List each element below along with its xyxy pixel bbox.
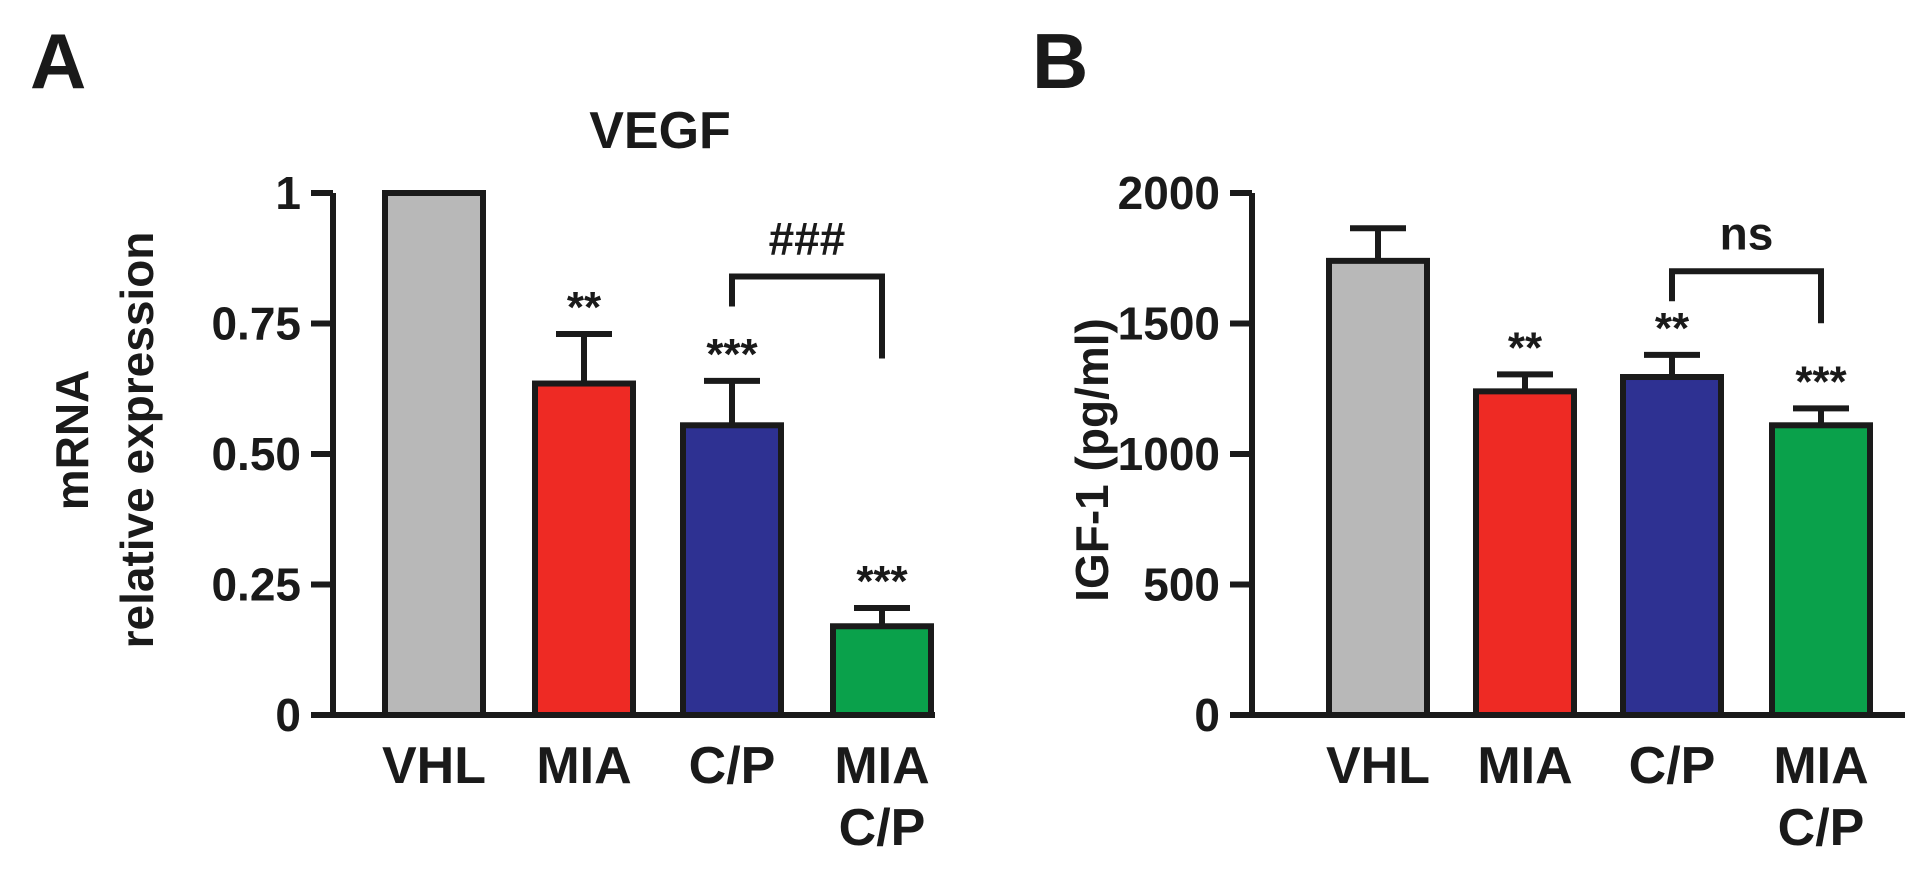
panel-a-y-tick-label: 1 bbox=[275, 167, 301, 219]
panel-b-y-tick-label: 0 bbox=[1194, 689, 1220, 741]
panel-b-ylabel: IGF-1 (pg/ml) bbox=[1066, 318, 1118, 602]
panel-a-letter: A bbox=[30, 17, 86, 105]
panel-a-y-tick-label: 0 bbox=[275, 689, 301, 741]
panel-b-bar-3 bbox=[1620, 374, 1724, 718]
panel-a-y-tick-label: 0.75 bbox=[211, 298, 301, 350]
panel-a-category-label: C/P bbox=[689, 737, 776, 795]
panel-a-ylabel-line2: relative expression bbox=[111, 232, 163, 649]
panel-b-category-label-line2: C/P bbox=[1778, 799, 1865, 857]
panel-b-category-label: VHL bbox=[1326, 737, 1430, 795]
panel-a-category-label: MIA bbox=[834, 737, 929, 795]
panel-b-significance-label: *** bbox=[1795, 357, 1847, 406]
panel-a-ylabel-line1: mRNA bbox=[46, 370, 98, 511]
panel-b-y-tick-label: 1500 bbox=[1118, 298, 1220, 350]
panel-a-title: VEGF bbox=[589, 102, 731, 160]
panel-a-bar-2 bbox=[532, 380, 636, 718]
panel-b-bar-1 bbox=[1326, 257, 1430, 718]
panel-b-letter: B bbox=[1032, 17, 1088, 105]
panel-b-y-tick-label: 2000 bbox=[1118, 167, 1220, 219]
panel-b-significance-label: ** bbox=[1508, 323, 1543, 372]
panel-b-significance-label: ** bbox=[1655, 304, 1690, 353]
panel-a-category-label: VHL bbox=[382, 737, 486, 795]
panel-a-bar-3 bbox=[680, 422, 784, 718]
panel-b-igf1-chart: B IGF-1 (pg/ml) 0 500 1000 1500 2000 VHL ** MIA… bbox=[1032, 17, 1905, 857]
panel-b-category-label: MIA bbox=[1477, 737, 1572, 795]
panel-b-bar-2 bbox=[1473, 388, 1577, 718]
panel-a-comparison-bracket bbox=[729, 273, 885, 359]
panel-b-category-label: MIA bbox=[1773, 737, 1868, 795]
panel-a-category-label-line2: C/P bbox=[839, 799, 926, 857]
panel-a-y-tick-label: 0.25 bbox=[211, 559, 301, 611]
panel-b-y-tick-label: 1000 bbox=[1118, 428, 1220, 480]
panel-b-category-label: C/P bbox=[1629, 737, 1716, 795]
panel-a-comparison-label: ### bbox=[769, 213, 846, 265]
panel-a-bar-1 bbox=[382, 190, 486, 718]
panel-a-significance-label: *** bbox=[706, 330, 758, 379]
panel-a-significance-label: ** bbox=[567, 283, 602, 332]
panel-a-significance-label: *** bbox=[856, 557, 908, 606]
panel-b-comparison-label: ns bbox=[1720, 207, 1774, 259]
panel-a-bar-4 bbox=[830, 623, 934, 719]
panel-b-comparison-bracket bbox=[1669, 268, 1824, 324]
panel-a-vegf-chart: A VEGF mRNA relative expression 0 0.25 0.5… bbox=[30, 17, 935, 857]
panel-a-category-label: MIA bbox=[536, 737, 631, 795]
panel-a-y-tick-label: 0.50 bbox=[211, 428, 301, 480]
panel-b-bar-4 bbox=[1769, 422, 1873, 718]
panel-b-y-tick-label: 500 bbox=[1143, 559, 1220, 611]
